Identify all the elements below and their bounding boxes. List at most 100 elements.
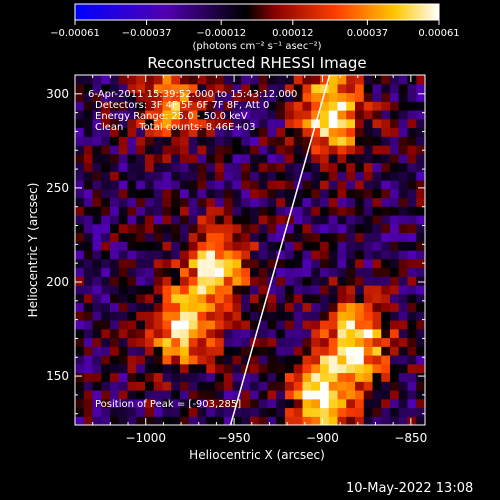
heatmap-cell [390, 127, 400, 137]
heatmap-cell [232, 267, 242, 277]
heatmap-cell [372, 171, 382, 181]
heatmap-cell [416, 136, 425, 146]
heatmap-cell [311, 145, 321, 155]
heatmap-cell [381, 311, 391, 321]
heatmap-cell [180, 206, 190, 216]
heatmap-cell [118, 110, 129, 120]
heatmap-cell [381, 101, 391, 111]
heatmap-cell [311, 110, 321, 120]
heatmap-cell [293, 250, 304, 260]
heatmap-cell [293, 355, 304, 365]
heatmap-cell [416, 223, 425, 234]
heatmap-cell [337, 223, 347, 234]
heatmap-cell [346, 363, 356, 374]
heatmap-cell [372, 320, 382, 330]
heatmap-cell [337, 416, 347, 425]
heatmap-cell [83, 188, 94, 199]
heatmap-cell [293, 390, 304, 400]
heatmap-cell [276, 311, 286, 321]
heatmap-cell [206, 390, 216, 400]
heatmap-cell [83, 241, 94, 251]
heatmap-cell [407, 416, 417, 425]
heatmap-cell [162, 75, 172, 85]
heatmap-cell [267, 197, 277, 207]
heatmap-cell [416, 267, 425, 277]
heatmap-cell [328, 215, 339, 225]
heatmap-cell [153, 127, 164, 137]
heatmap-cell [206, 110, 216, 120]
heatmap-cell [153, 416, 164, 425]
heatmap-cell [293, 223, 304, 234]
heatmap-cell [381, 337, 391, 347]
heatmap-cell [293, 118, 304, 129]
heatmap-cell [92, 302, 102, 312]
heatmap-cell [171, 372, 181, 382]
heatmap-cell [197, 407, 207, 417]
heatmap-cell [232, 215, 242, 225]
heatmap-cell [355, 241, 365, 251]
heatmap-cell [101, 92, 111, 102]
heatmap-cell [346, 285, 356, 295]
heatmap-cell [267, 136, 277, 146]
heatmap-cell [285, 276, 295, 286]
heatmap-cell [285, 162, 295, 172]
heatmap-cell [320, 355, 330, 365]
heatmap-cell [302, 136, 312, 146]
heatmap-cell [171, 381, 181, 391]
heatmap-cell [250, 188, 260, 199]
heatmap-cell [215, 320, 225, 330]
heatmap-cell [346, 83, 356, 94]
heatmap-cell [267, 223, 277, 234]
heatmap-cell [293, 328, 304, 339]
heatmap-cell [110, 293, 120, 304]
heatmap-cell [180, 398, 190, 409]
heatmap-cell [276, 320, 286, 330]
heatmap-cell [162, 83, 172, 94]
heatmap-cell [197, 381, 207, 391]
heatmap-cell [250, 381, 260, 391]
heatmap-cell [337, 206, 347, 216]
heatmap-cell [363, 258, 374, 269]
heatmap-cell [223, 328, 234, 339]
heatmap-cell [162, 363, 172, 374]
heatmap-cell [258, 180, 269, 190]
heatmap-cell [153, 407, 164, 417]
heatmap-cell [153, 188, 164, 199]
heatmap-cell [328, 232, 339, 242]
heatmap-cell [390, 267, 400, 277]
heatmap-cell [285, 180, 295, 190]
heatmap-cell [363, 328, 374, 339]
heatmap-cell [223, 83, 234, 94]
heatmap-cell [92, 293, 102, 304]
heatmap-cell [276, 180, 286, 190]
heatmap-cell [390, 162, 400, 172]
heatmap-cell [276, 136, 286, 146]
heatmap-cell [285, 293, 295, 304]
heatmap-cell [110, 267, 120, 277]
heatmap-cell [276, 162, 286, 172]
heatmap-cell [153, 83, 164, 94]
heatmap-cell [267, 92, 277, 102]
heatmap-cell [285, 110, 295, 120]
heatmap-cell [293, 136, 304, 146]
heatmap-cell [250, 110, 260, 120]
heatmap-cell [118, 320, 129, 330]
heatmap-cell [311, 320, 321, 330]
heatmap-cell [232, 250, 242, 260]
heatmap-cell [293, 241, 304, 251]
heatmap-cell [320, 416, 330, 425]
x-tick-label: −900 [306, 431, 339, 445]
heatmap-cell [83, 232, 94, 242]
heatmap-cell [346, 206, 356, 216]
heatmap-cell [328, 416, 339, 425]
heatmap-cell [136, 328, 146, 339]
heatmap-cell [101, 180, 111, 190]
heatmap-cell [162, 241, 172, 251]
heatmap-cell [92, 136, 102, 146]
heatmap-cell [171, 206, 181, 216]
heatmap-cell [171, 285, 181, 295]
heatmap-cell [276, 206, 286, 216]
limb-line [229, 75, 331, 425]
heatmap-cell [355, 171, 365, 181]
heatmap-cell [118, 136, 129, 146]
